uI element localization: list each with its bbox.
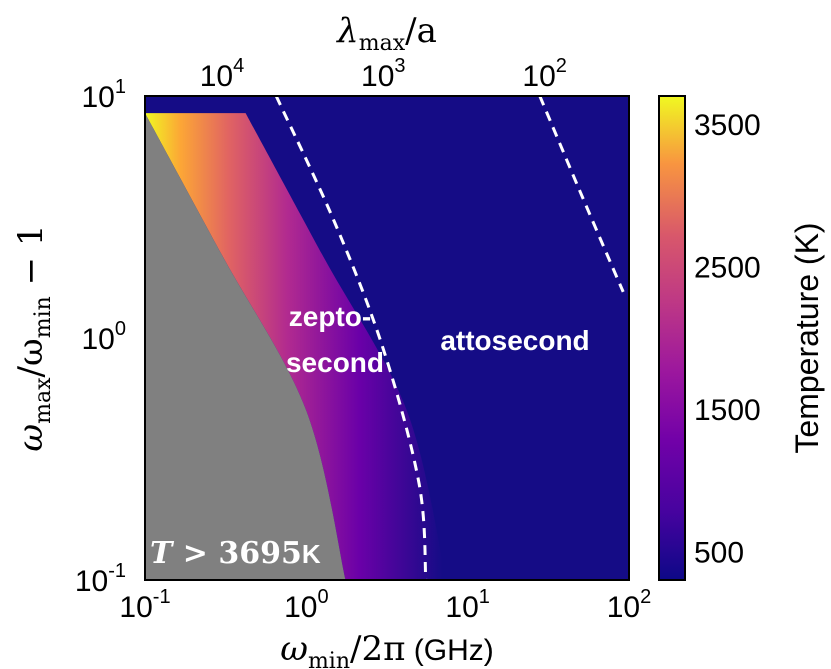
colorbar-tick-label-3: 3500: [694, 109, 761, 142]
x-tick-label-0: 10-1: [119, 586, 170, 624]
colorbar-label: Temperature (K): [789, 222, 825, 453]
y-axis-ticks: 10-1 100 101: [75, 76, 126, 598]
excluded-region: [145, 113, 346, 580]
region-label-attosecond: attosecond: [440, 325, 589, 356]
annotation-var: T: [150, 536, 175, 571]
annotation-op: >: [172, 536, 218, 571]
plot-frame: [144, 95, 630, 581]
x-axis-ticks: 10-1 100 101 102: [119, 586, 651, 624]
top-axis-label: λmax/a: [335, 11, 437, 56]
x-tick-label-3: 102: [607, 586, 652, 624]
top-tick-label-1: 103: [361, 55, 406, 93]
top-axis-ticks: 104 103 102: [200, 55, 567, 93]
colorbar: [658, 95, 686, 581]
y-tick-label-2: 101: [82, 76, 127, 114]
colorbar-tick-label-1: 1500: [694, 394, 761, 427]
colorbar-ticks: 500 1500 2500 3500: [694, 109, 761, 570]
y-tick-label-0: 10-1: [75, 560, 126, 598]
annotation-value: 3695: [218, 536, 302, 571]
region-label-zepto: zepto-: [289, 301, 371, 332]
contour-line-atto-upper: [538, 96, 625, 293]
heatmap-hot-band: [145, 113, 447, 580]
contour-line-zepto-atto: [274, 96, 428, 580]
x-tick-label-1: 100: [284, 586, 329, 624]
y-axis-label: ωmax/ωmin − 1: [11, 224, 56, 451]
top-tick-label-2: 102: [522, 55, 567, 93]
top-tick-label-0: 104: [200, 55, 245, 93]
temperature-threshold-annotation: T > 3695K: [150, 536, 321, 571]
colorbar-tick-label-0: 500: [694, 536, 744, 569]
x-axis-label: ωmin/2π (GHz): [280, 629, 494, 669]
plot-area: [145, 96, 629, 580]
annotation-unit: K: [302, 539, 321, 569]
y-tick-label-1: 100: [82, 318, 127, 356]
colorbar-tick-label-2: 2500: [694, 251, 761, 284]
region-label-second: second: [286, 347, 384, 378]
x-tick-label-2: 101: [445, 586, 490, 624]
